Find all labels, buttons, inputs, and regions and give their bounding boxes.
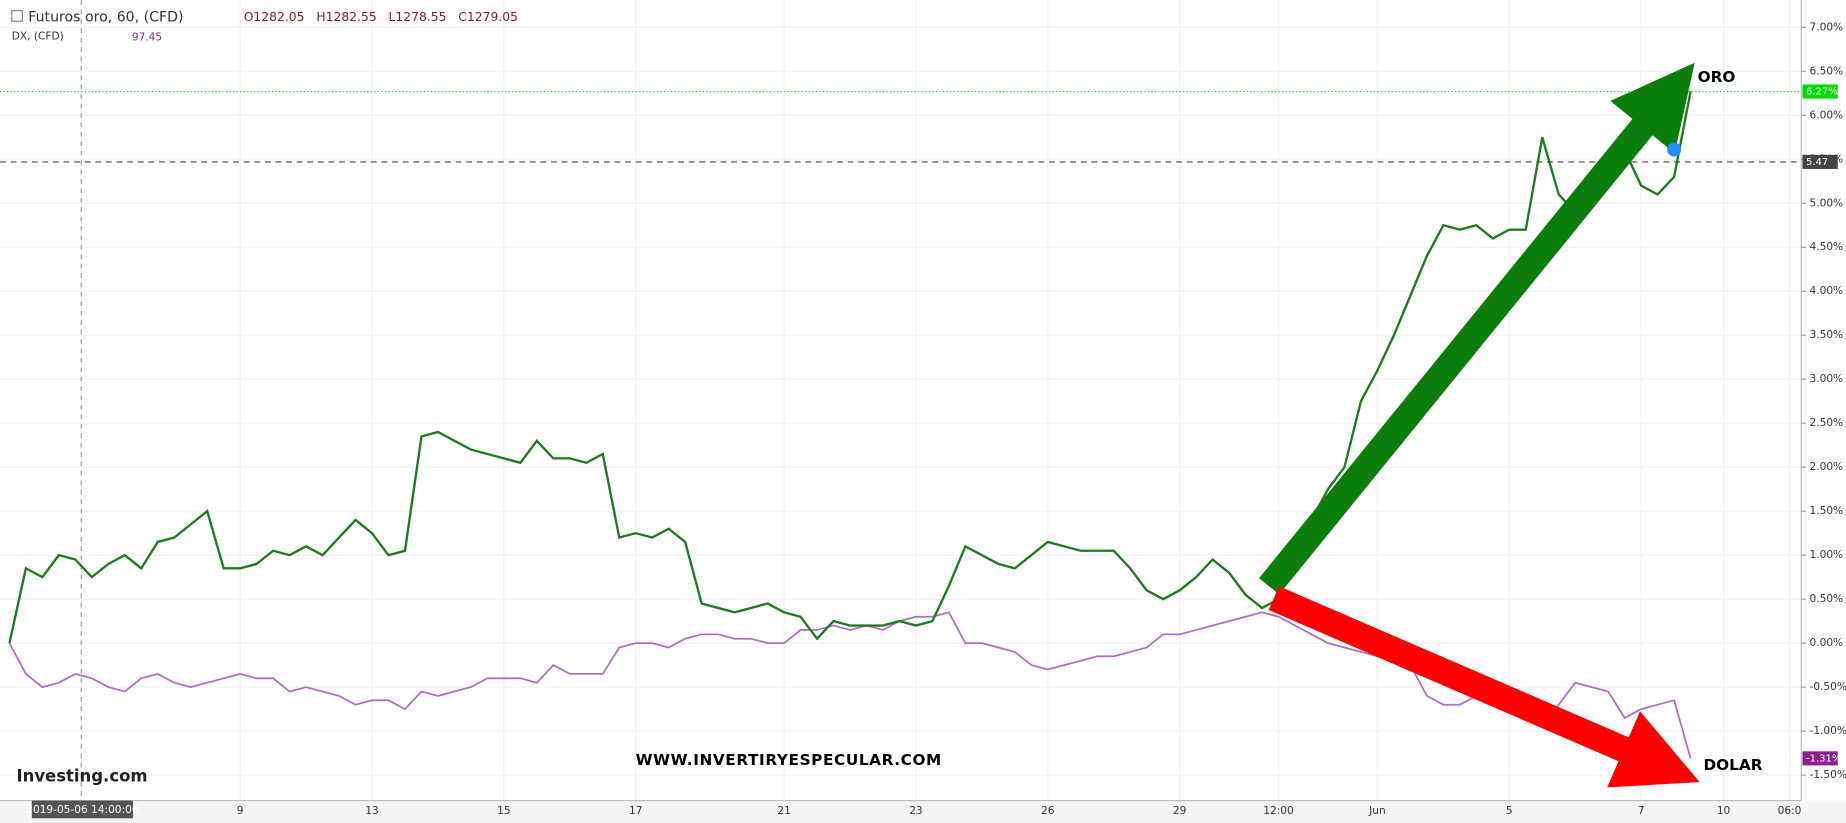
y-tick-label: 4.50%	[1810, 241, 1844, 253]
y-tick-label: 6.50%	[1810, 65, 1844, 77]
x-axis-bar	[0, 800, 1846, 823]
legend-title: DX, (CFD)	[12, 31, 64, 43]
y-tick-label: -0.50%	[1810, 681, 1846, 693]
price-label-box	[1802, 84, 1838, 99]
price-label: 5.47	[1806, 157, 1828, 168]
x-tick-label: 21	[777, 805, 790, 817]
annotation: DOLAR	[1703, 756, 1762, 774]
series-line	[8, 91, 1692, 644]
watermark: WWW.INVERTIRYESPECULAR.COM	[636, 751, 942, 769]
y-tick-label: 1.50%	[1810, 505, 1844, 517]
y-tick-label: 3.00%	[1810, 373, 1844, 385]
x-tick-label: Jun	[1368, 805, 1386, 817]
annotation: ORO	[1698, 68, 1736, 86]
x-tick-label: 5	[1506, 805, 1513, 817]
grid	[0, 0, 1802, 801]
x-tick-label: 15	[497, 805, 510, 817]
x-tick-label: 26	[1041, 805, 1055, 817]
collapse-icon[interactable]	[11, 10, 23, 22]
arrow-down	[1268, 586, 1700, 788]
ohlc-value: L1278.55	[388, 10, 446, 24]
y-tick-label: 5.00%	[1810, 197, 1844, 209]
ohlc-value: O1282.05	[244, 10, 305, 24]
ohlc: O1282.05 H1282.55 L1278.55 C1279.05	[244, 10, 518, 24]
ohlc-value: C1279.05	[458, 10, 518, 24]
x-tick-label: 7	[1638, 805, 1645, 817]
price-label: 6.27%	[1806, 87, 1838, 98]
y-tick-label: 0.00%	[1810, 637, 1844, 649]
y-tick-label: -1.00%	[1810, 725, 1846, 737]
crosshair-label: 2019-05-06 14:00:00	[26, 804, 139, 816]
y-tick-label: 1.00%	[1810, 549, 1844, 561]
arrow-up	[1259, 62, 1695, 595]
x-tick-label: 23	[909, 805, 922, 817]
legend-title: Futuros oro, 60, (CFD)	[28, 10, 183, 26]
y-tick-label: 6.00%	[1810, 109, 1844, 121]
x-tick-label: 29	[1173, 805, 1186, 817]
x-tick-label: 12:00	[1263, 805, 1294, 817]
y-tick-label: 7.00%	[1810, 21, 1844, 33]
y-tick-label: 4.00%	[1810, 285, 1844, 297]
crosshair-label-box	[31, 800, 134, 819]
x-tick-label: 9	[237, 805, 244, 817]
ohlc-value: H1282.55	[316, 10, 376, 24]
x-tick-label: 17	[629, 805, 642, 817]
price-label: -1.31%	[1806, 753, 1841, 764]
price-label-box	[1802, 751, 1838, 766]
price-label-box	[1802, 154, 1838, 169]
y-tick-label: 3.50%	[1810, 329, 1844, 341]
y-tick-label: 2.00%	[1810, 461, 1844, 473]
y-tick-label: -1.50%	[1810, 769, 1846, 781]
x-tick-label: 06:0	[1778, 805, 1802, 817]
x-tick-label: 13	[365, 805, 378, 817]
p-marker	[1667, 142, 1682, 157]
y-tick-label: 0.50%	[1810, 593, 1844, 605]
legend-value: 97.45	[132, 32, 162, 44]
y-tick-label: 2.50%	[1810, 417, 1844, 429]
x-tick-label: 10	[1717, 805, 1731, 817]
logo: Investing.com	[16, 767, 147, 786]
